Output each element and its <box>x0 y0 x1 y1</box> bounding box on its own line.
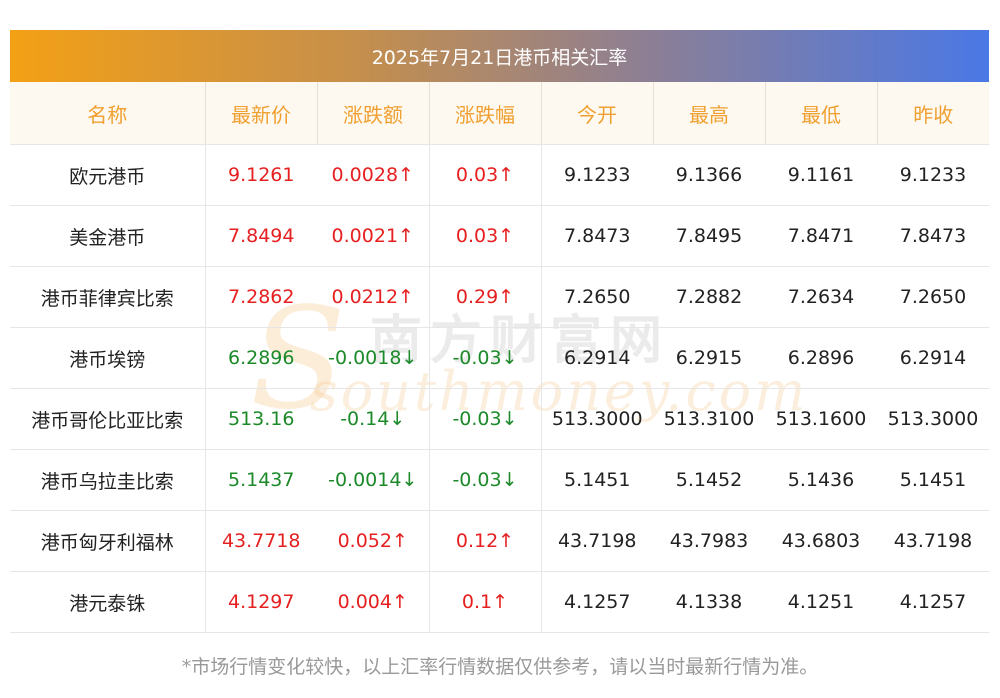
cell-change-pct: 0.03↑ <box>429 144 542 206</box>
cell-change-pct: 0.1↑ <box>429 571 542 633</box>
cell-latest: 6.2896 <box>205 327 317 389</box>
cell-change-pct: -0.03↓ <box>429 327 542 389</box>
cell-name: 欧元港币 <box>10 144 206 206</box>
cell-high: 6.2915 <box>653 327 765 389</box>
cell-change: -0.14↓ <box>317 388 430 450</box>
header-latest: 最新价 <box>205 82 318 145</box>
table-row: 港币匈牙利福林 43.7718 0.052↑ 0.12↑ 43.7198 43.7983 4… <box>10 510 989 572</box>
table-row: 港元泰铢 4.1297 0.004↑ 0.1↑ 4.1257 4.1338 4.1251 4.… <box>10 571 989 633</box>
cell-open: 7.8473 <box>541 205 653 267</box>
cell-latest: 9.1261 <box>205 144 317 206</box>
cell-prev-close: 6.2914 <box>877 327 989 389</box>
cell-prev-close: 5.1451 <box>877 449 989 511</box>
cell-name: 港币匈牙利福林 <box>10 510 206 572</box>
cell-high: 9.1366 <box>653 144 765 206</box>
cell-low: 4.1251 <box>765 571 877 633</box>
cell-change-pct: -0.03↓ <box>429 388 542 450</box>
header-high: 最高 <box>653 82 766 145</box>
cell-change-pct: 0.12↑ <box>429 510 542 572</box>
cell-open: 5.1451 <box>541 449 653 511</box>
table-row: 欧元港币 9.1261 0.0028↑ 0.03↑ 9.1233 9.1366 9.1161… <box>10 144 989 206</box>
page-title: 2025年7月21日港币相关汇率 <box>10 30 989 82</box>
table-row: 美金港币 7.8494 0.0021↑ 0.03↑ 7.8473 7.8495 7.8471… <box>10 205 989 267</box>
header-prev-close: 昨收 <box>877 82 989 145</box>
cell-high: 43.7983 <box>653 510 765 572</box>
cell-change: 0.004↑ <box>317 571 430 633</box>
cell-open: 43.7198 <box>541 510 653 572</box>
cell-prev-close: 4.1257 <box>877 571 989 633</box>
cell-low: 9.1161 <box>765 144 877 206</box>
cell-change: 0.052↑ <box>317 510 430 572</box>
cell-low: 6.2896 <box>765 327 877 389</box>
table-row: 港币乌拉圭比索 5.1437 -0.0014↓ -0.03↓ 5.1451 5.1452 5… <box>10 449 989 511</box>
cell-latest: 7.2862 <box>205 266 317 328</box>
cell-prev-close: 7.2650 <box>877 266 989 328</box>
cell-prev-close: 7.8473 <box>877 205 989 267</box>
header-change-pct: 涨跌幅 <box>429 82 542 145</box>
header-open: 今开 <box>541 82 654 145</box>
cell-low: 5.1436 <box>765 449 877 511</box>
cell-latest: 5.1437 <box>205 449 317 511</box>
table-header-row: 名称 最新价 涨跌额 涨跌幅 今开 最高 最低 昨收 <box>10 82 989 145</box>
cell-high: 5.1452 <box>653 449 765 511</box>
cell-open: 6.2914 <box>541 327 653 389</box>
cell-prev-close: 43.7198 <box>877 510 989 572</box>
cell-change: 0.0021↑ <box>317 205 430 267</box>
cell-latest: 7.8494 <box>205 205 317 267</box>
cell-change-pct: 0.03↑ <box>429 205 542 267</box>
rate-panel: 2025年7月21日港币相关汇率 名称 最新价 涨跌额 涨跌幅 今开 最高 最低… <box>10 30 989 633</box>
cell-name: 美金港币 <box>10 205 206 267</box>
cell-change: -0.0018↓ <box>317 327 430 389</box>
header-name: 名称 <box>10 82 206 145</box>
cell-name: 港币埃镑 <box>10 327 206 389</box>
cell-high: 7.2882 <box>653 266 765 328</box>
cell-open: 9.1233 <box>541 144 653 206</box>
cell-change: 0.0028↑ <box>317 144 430 206</box>
cell-open: 4.1257 <box>541 571 653 633</box>
cell-latest: 4.1297 <box>205 571 317 633</box>
cell-change: 0.0212↑ <box>317 266 430 328</box>
table-row: 港币菲律宾比索 7.2862 0.0212↑ 0.29↑ 7.2650 7.2882 7.2… <box>10 266 989 328</box>
cell-low: 7.8471 <box>765 205 877 267</box>
footnote: *市场行情变化较快，以上汇率行情数据仅供参考，请以当时最新行情为准。 <box>181 656 819 678</box>
cell-low: 7.2634 <box>765 266 877 328</box>
cell-latest: 513.16 <box>205 388 317 450</box>
cell-prev-close: 9.1233 <box>877 144 989 206</box>
cell-change: -0.0014↓ <box>317 449 430 511</box>
cell-name: 港元泰铢 <box>10 571 206 633</box>
cell-latest: 43.7718 <box>205 510 317 572</box>
cell-low: 513.1600 <box>765 388 877 450</box>
table-row: 港币哥伦比亚比索 513.16 -0.14↓ -0.03↓ 513.3000 513.31… <box>10 388 989 450</box>
cell-low: 43.6803 <box>765 510 877 572</box>
cell-open: 513.3000 <box>541 388 653 450</box>
cell-prev-close: 513.3000 <box>877 388 989 450</box>
cell-change-pct: 0.29↑ <box>429 266 542 328</box>
cell-high: 7.8495 <box>653 205 765 267</box>
cell-high: 4.1338 <box>653 571 765 633</box>
cell-name: 港币哥伦比亚比索 <box>10 388 206 450</box>
cell-high: 513.3100 <box>653 388 765 450</box>
header-low: 最低 <box>765 82 878 145</box>
cell-name: 港币菲律宾比索 <box>10 266 206 328</box>
cell-name: 港币乌拉圭比索 <box>10 449 206 511</box>
header-change: 涨跌额 <box>317 82 430 145</box>
rate-table: 名称 最新价 涨跌额 涨跌幅 今开 最高 最低 昨收 欧元港币 9.1261 0.0… <box>10 82 989 633</box>
cell-open: 7.2650 <box>541 266 653 328</box>
cell-change-pct: -0.03↓ <box>429 449 542 511</box>
table-row: 港币埃镑 6.2896 -0.0018↓ -0.03↓ 6.2914 6.2915 6.28… <box>10 327 989 389</box>
